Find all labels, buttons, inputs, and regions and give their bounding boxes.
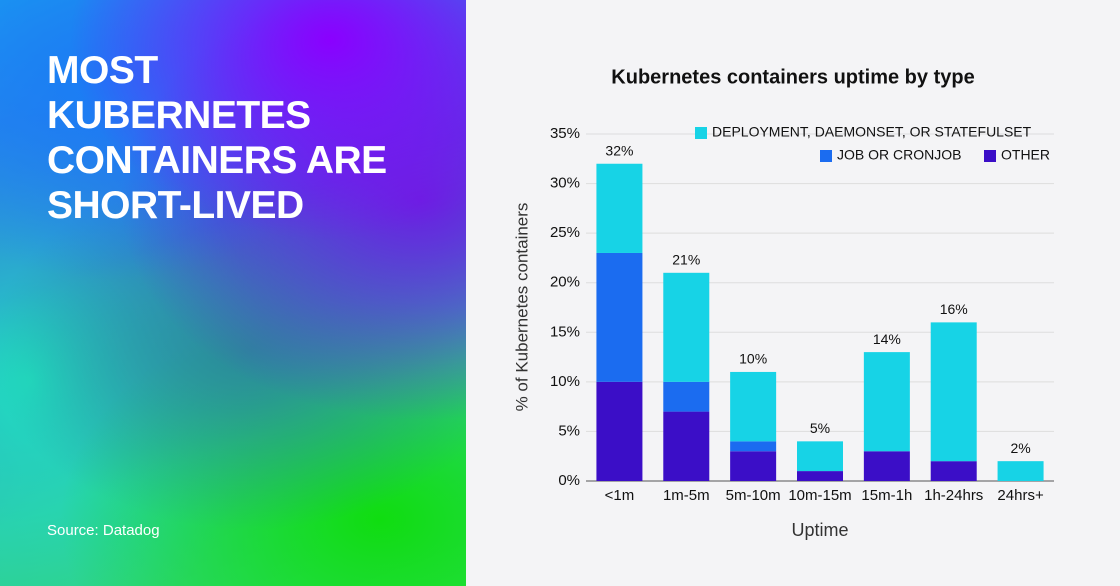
x-tick-label: 1m-5m [663,487,710,504]
legend-swatch [695,127,707,139]
y-tick-label: 0% [558,472,580,489]
x-tick-label: 15m-1h [861,487,912,504]
y-tick-label: 35% [550,125,580,142]
bar-segment [930,461,977,481]
legend-label: OTHER [1001,147,1050,163]
bar-segment [663,411,710,481]
bar-segment [863,352,910,452]
bar-segment [596,381,643,481]
bar-segment [730,451,777,481]
bar-segment [663,272,710,382]
y-axis-label: % of Kubernetes containers [512,203,531,412]
headline: KUBERNETES [47,94,311,137]
x-tick-label: 1h-24hrs [924,487,983,504]
x-tick-label: 5m-10m [726,487,781,504]
total-label: 5% [810,420,830,436]
y-tick-label: 5% [558,422,580,439]
x-tick-label: <1m [605,487,635,504]
legend-label: DEPLOYMENT, DAEMONSET, OR STATEFULSET [712,124,1032,140]
bar-segment [596,163,643,253]
y-tick-label: 10% [550,373,580,390]
total-label: 14% [873,331,901,347]
headline: SHORT-LIVED [47,184,304,227]
legend-swatch [820,150,832,162]
chart: Kubernetes containers uptime by type Upt… [512,66,1054,540]
source: Source: Datadog [47,522,160,539]
bar-segment [797,441,843,472]
bar-segment [730,441,777,452]
total-label: 32% [605,142,633,158]
legend-label: JOB OR CRONJOB [837,147,961,163]
bar-segment [797,471,843,481]
banner: MOST KUBERNETES CONTAINERS ARE SHORT-LIV… [0,0,466,586]
y-tick-label: 20% [550,274,580,291]
headline: MOST [47,49,158,92]
total-label: 21% [672,252,700,268]
y-tick-label: 25% [550,224,580,241]
legend-swatch [984,150,996,162]
bar-segment [997,461,1044,481]
x-tick-label: 10m-15m [788,487,851,504]
x-tick-label: 24hrs+ [997,487,1044,504]
bar-segment [730,371,777,442]
x-axis-label: Uptime [791,520,848,540]
bar-segment [863,451,910,481]
y-tick-label: 15% [550,323,580,340]
headline: CONTAINERS ARE [47,139,387,182]
total-label: 2% [1010,440,1030,456]
y-tick-label: 30% [550,175,580,192]
bar-segment [596,252,643,382]
total-label: 10% [739,351,767,367]
chart-title: Kubernetes containers uptime by type [611,66,974,88]
bar-segment [930,322,977,462]
total-label: 16% [940,301,968,317]
bar-segment [663,381,710,412]
